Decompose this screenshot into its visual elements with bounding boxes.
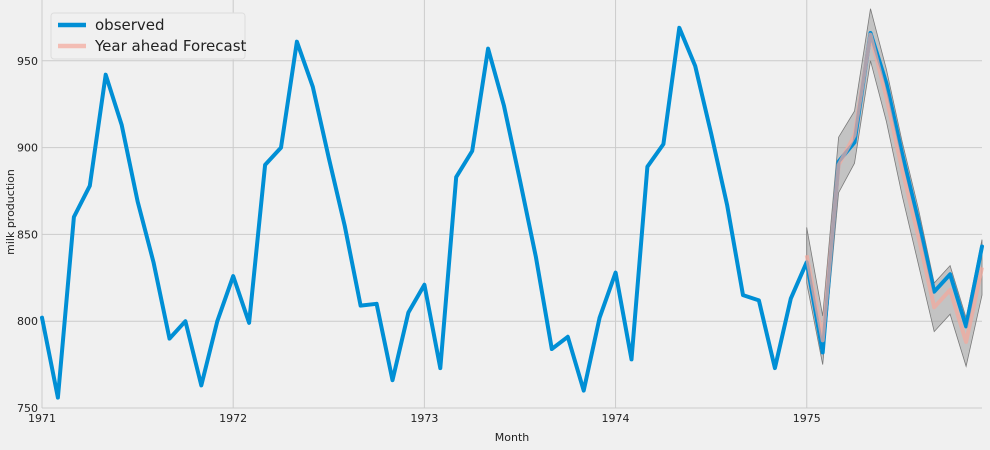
x-axis-label: Month bbox=[495, 431, 530, 444]
y-tick-label: 850 bbox=[17, 228, 38, 241]
grid bbox=[41, 0, 982, 409]
x-tick-label: 1974 bbox=[602, 412, 630, 425]
y-axis-label: milk production bbox=[4, 169, 17, 255]
series-line-forecast bbox=[804, 32, 984, 344]
y-tick-label: 750 bbox=[17, 402, 38, 415]
legend: observed Year ahead Forecast bbox=[50, 12, 247, 60]
y-tick-label: 900 bbox=[17, 142, 38, 155]
legend-label-forecast: Year ahead Forecast bbox=[94, 37, 247, 55]
x-tick-label: 1973 bbox=[410, 412, 438, 425]
y-tick-label: 800 bbox=[17, 315, 38, 328]
legend-box bbox=[50, 12, 246, 60]
x-tick-label: 1971 bbox=[28, 412, 56, 425]
series-lines bbox=[40, 25, 984, 400]
x-tick-label: 1972 bbox=[219, 412, 247, 425]
legend-label-observed: observed bbox=[95, 16, 165, 34]
y-tick-label: 950 bbox=[17, 55, 38, 68]
tick-labels: 750 800 850 900 950 1971 1972 1973 1974 1975 bbox=[17, 55, 821, 425]
x-tick-label: 1975 bbox=[793, 412, 821, 425]
